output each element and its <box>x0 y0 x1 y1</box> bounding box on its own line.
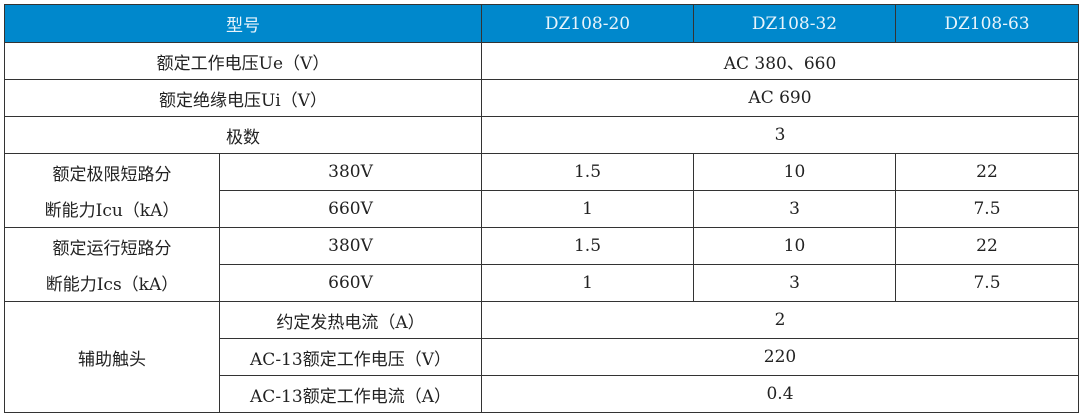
aux-item-value: 0.4 <box>481 375 1079 413</box>
voltage: 660V <box>219 190 482 228</box>
header-row: 型号 DZ108-20 DZ108-32 DZ108-63 <box>4 4 1079 43</box>
row-label: 额定绝缘电压Ui（V） <box>4 79 482 117</box>
cell: 22 <box>895 153 1079 191</box>
ics-label-line2: 断能力Ics（kA） <box>4 264 220 302</box>
table-row: 额定绝缘电压Ui（V） AC 690 <box>4 79 1079 117</box>
row-label: 额定工作电压Ue（V） <box>4 42 482 80</box>
aux-item-value: 220 <box>481 338 1079 376</box>
spec-table: 型号 DZ108-20 DZ108-32 DZ108-63 额定工作电压Ue（V… <box>4 4 1079 413</box>
icu-label-line2: 断能力Icu（kA） <box>4 190 220 228</box>
cell: 1.5 <box>481 153 694 191</box>
aux-item-label: 约定发热电流（A） <box>219 301 482 339</box>
cell: 7.5 <box>895 264 1079 302</box>
cell: 3 <box>693 264 896 302</box>
table-row: AC-13额定工作电流（A） 0.4 <box>5 375 1079 413</box>
cell: 1.5 <box>481 227 694 265</box>
icu-label-line1: 额定极限短路分 <box>4 153 220 191</box>
table-row: 额定运行短路分 380V 1.5 10 22 <box>4 227 1079 265</box>
aux-item-label: AC-13额定工作电流（A） <box>219 375 482 413</box>
table-row: 断能力Ics（kA） 660V 1 3 7.5 <box>4 264 1079 302</box>
row-label: 极数 <box>4 116 482 154</box>
model-dz108-32: DZ108-32 <box>693 4 896 43</box>
aux-item-value: 2 <box>481 301 1079 339</box>
table-row: AC-13额定工作电压（V） 220 <box>5 338 1079 376</box>
voltage: 380V <box>219 153 482 191</box>
cell: 10 <box>693 227 896 265</box>
table-row: 辅助触头 约定发热电流（A） 2 <box>4 301 1079 413</box>
aux-label: 辅助触头 <box>4 301 220 413</box>
aux-item-label: AC-13额定工作电压（V） <box>219 338 482 376</box>
model-dz108-63: DZ108-63 <box>895 4 1079 43</box>
cell: 3 <box>693 190 896 228</box>
row-value: AC 690 <box>481 79 1079 117</box>
model-dz108-20: DZ108-20 <box>481 4 694 43</box>
voltage: 380V <box>219 227 482 265</box>
table-row: 极数 3 <box>4 116 1079 154</box>
cell: 10 <box>693 153 896 191</box>
row-value: 3 <box>481 116 1079 154</box>
voltage: 660V <box>219 264 482 302</box>
cell: 1 <box>481 190 694 228</box>
cell: 1 <box>481 264 694 302</box>
cell: 7.5 <box>895 190 1079 228</box>
table-row: 断能力Icu（kA） 660V 1 3 7.5 <box>4 190 1079 228</box>
model-header: 型号 <box>4 4 482 43</box>
ics-label-line1: 额定运行短路分 <box>4 227 220 265</box>
cell: 22 <box>895 227 1079 265</box>
row-value: AC 380、660 <box>481 42 1079 80</box>
table-row: 额定极限短路分 380V 1.5 10 22 <box>4 153 1079 191</box>
table-row: 额定工作电压Ue（V） AC 380、660 <box>4 42 1079 80</box>
